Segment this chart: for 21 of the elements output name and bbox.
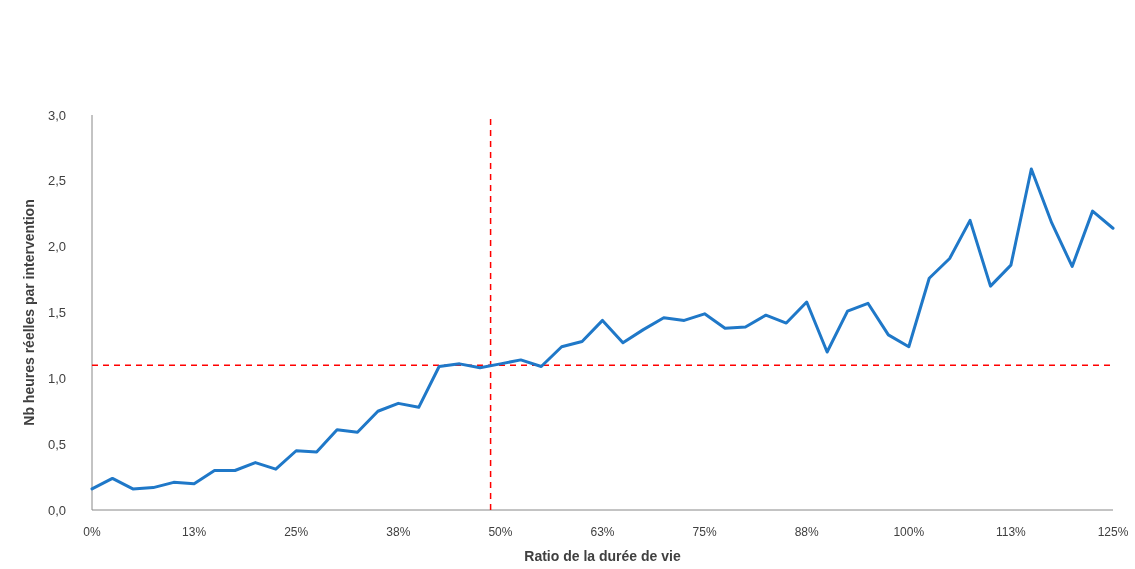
y-tick-label: 3,0 (47, 107, 66, 123)
x-tick-label: 38% (386, 525, 411, 539)
y-tick-label: 2,0 (47, 239, 66, 255)
x-tick-label: 75% (692, 525, 717, 539)
x-tick-label: 13% (182, 525, 207, 539)
y-tick-label: 0,5 (47, 436, 66, 452)
x-tick-label: 100% (893, 525, 925, 539)
x-tick-label: 0% (83, 525, 101, 539)
x-axis-title: Ratio de la durée de vie (524, 548, 681, 564)
y-tick-label: 2,5 (47, 173, 66, 189)
x-tick-label: 113% (995, 525, 1027, 539)
x-tick-label: 25% (284, 525, 309, 539)
x-tick-label: 88% (794, 525, 820, 539)
y-tick-label: 1,0 (47, 370, 66, 386)
y-tick-label: 1,5 (47, 305, 66, 321)
x-tick-label: 50% (488, 525, 513, 539)
line-series (90, 167, 1115, 491)
x-tick-label: 125% (1097, 525, 1129, 539)
x-tick-label: 63% (590, 525, 615, 539)
y-tick-label: 0,0 (47, 502, 66, 518)
y-axis-title: Nb heures réelles par intervention (21, 199, 37, 426)
